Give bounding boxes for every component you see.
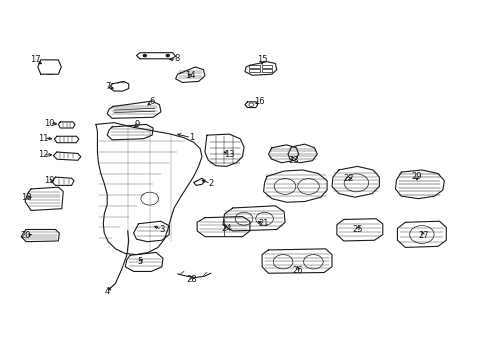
Text: 19: 19 — [44, 176, 55, 185]
Text: 11: 11 — [38, 134, 49, 143]
Text: 24: 24 — [221, 224, 232, 233]
Text: 12: 12 — [38, 150, 49, 159]
Text: 2: 2 — [208, 179, 214, 188]
Bar — [249, 64, 260, 68]
Text: 15: 15 — [257, 55, 268, 64]
Text: 7: 7 — [105, 82, 111, 91]
Text: 3: 3 — [159, 225, 165, 234]
Text: 14: 14 — [185, 71, 196, 80]
Text: 27: 27 — [418, 231, 429, 240]
Text: 22: 22 — [343, 174, 354, 183]
Text: 26: 26 — [293, 266, 303, 275]
Text: 13: 13 — [224, 150, 235, 159]
Text: 23: 23 — [289, 156, 299, 165]
Text: 16: 16 — [254, 97, 265, 106]
Text: 17: 17 — [30, 55, 41, 64]
Bar — [249, 69, 260, 72]
Text: 25: 25 — [352, 225, 363, 234]
Text: 9: 9 — [135, 120, 140, 129]
Text: 8: 8 — [174, 54, 179, 63]
Text: 4: 4 — [104, 287, 110, 296]
Text: 28: 28 — [186, 275, 196, 284]
Circle shape — [166, 54, 169, 57]
Circle shape — [144, 54, 147, 57]
Bar — [262, 64, 272, 68]
Text: 5: 5 — [137, 257, 143, 266]
Text: 29: 29 — [412, 172, 422, 181]
Text: 6: 6 — [149, 97, 155, 106]
Bar — [262, 69, 272, 72]
Text: 20: 20 — [21, 231, 31, 240]
Text: 18: 18 — [21, 193, 31, 202]
Text: 21: 21 — [258, 219, 269, 228]
Text: 10: 10 — [44, 119, 55, 128]
Text: 1: 1 — [189, 133, 194, 142]
